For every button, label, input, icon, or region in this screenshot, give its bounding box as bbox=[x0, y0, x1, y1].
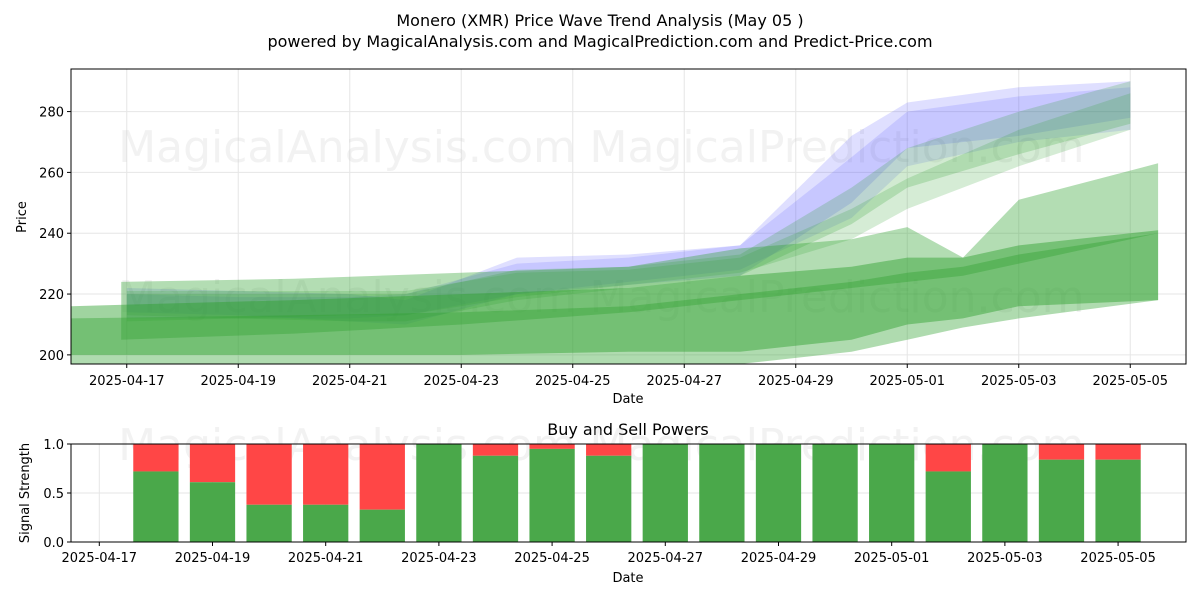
sell-power-bar bbox=[133, 444, 179, 472]
buy-power-bar bbox=[189, 482, 236, 542]
price-x-axis-label: Date bbox=[612, 392, 643, 407]
y-tick-label: 240 bbox=[39, 227, 64, 242]
signal-y-ticks: 0.0 0.5 1.0 bbox=[43, 438, 71, 551]
price-bands bbox=[71, 81, 1159, 364]
chart-title-line2: powered by MagicalAnalysis.com and Magic… bbox=[267, 32, 932, 51]
buy-power-bar bbox=[359, 509, 405, 542]
buy-power-bar bbox=[982, 444, 1028, 542]
x-tick-label: 2025-04-23 bbox=[401, 551, 477, 566]
buy-power-bar bbox=[246, 504, 292, 542]
x-tick-label: 2025-04-23 bbox=[423, 374, 499, 389]
y-tick-label: 260 bbox=[39, 166, 64, 181]
blue-wave-band bbox=[126, 81, 1131, 325]
x-tick-label: 2025-04-29 bbox=[758, 374, 834, 389]
x-tick-label: 2025-04-21 bbox=[312, 374, 388, 389]
buy-power-bar bbox=[133, 471, 179, 542]
buy-power-bar bbox=[755, 444, 802, 542]
price-plot-frame bbox=[70, 68, 1187, 365]
sell-power-bar bbox=[246, 444, 292, 505]
buy-power-bar bbox=[699, 444, 745, 542]
x-tick-label: 2025-04-21 bbox=[288, 551, 364, 566]
signal-bars bbox=[133, 444, 1141, 542]
x-tick-label: 2025-04-29 bbox=[741, 551, 817, 566]
sell-power-bar bbox=[472, 444, 519, 456]
x-tick-label: 2025-04-27 bbox=[628, 551, 704, 566]
price-y-ticks: 200 220 240 260 280 bbox=[39, 106, 71, 364]
signal-chart: Buy and Sell Powers MagicalAnalysis.com … bbox=[18, 420, 1187, 586]
buy-power-bar bbox=[925, 471, 971, 542]
buy-power-bar bbox=[586, 455, 632, 542]
x-tick-label: 2025-04-17 bbox=[89, 374, 165, 389]
watermark-analysis: MagicalAnalysis.com bbox=[118, 122, 576, 173]
buy-power-bar bbox=[303, 504, 349, 542]
price-grid bbox=[71, 69, 1186, 364]
price-x-ticks: 2025-04-17 2025-04-19 2025-04-21 2025-04-23… bbox=[89, 364, 1168, 389]
sell-power-bar bbox=[303, 444, 349, 505]
x-tick-label: 2025-05-05 bbox=[1092, 374, 1168, 389]
y-tick-label: 0.5 bbox=[43, 487, 64, 502]
chart-title-line1: Monero (XMR) Price Wave Trend Analysis (… bbox=[396, 11, 803, 30]
y-tick-label: 1.0 bbox=[43, 438, 64, 453]
x-tick-label: 2025-04-25 bbox=[535, 374, 611, 389]
green-wave-band bbox=[71, 230, 1159, 355]
price-y-axis-label: Price bbox=[15, 201, 30, 233]
sell-power-bar bbox=[925, 444, 971, 472]
buy-power-bar bbox=[416, 444, 462, 542]
y-tick-label: 0.0 bbox=[43, 536, 64, 551]
buy-power-bar bbox=[1095, 459, 1141, 542]
x-tick-label: 2025-04-17 bbox=[62, 551, 138, 566]
buy-power-bar bbox=[812, 444, 858, 542]
price-chart: MagicalAnalysis.com MagicalPrediction.co… bbox=[15, 68, 1187, 407]
x-tick-label: 2025-05-01 bbox=[869, 374, 945, 389]
blue-wave-band bbox=[126, 87, 1131, 319]
x-tick-label: 2025-05-05 bbox=[1080, 551, 1156, 566]
sell-power-bar bbox=[1038, 444, 1085, 460]
sell-power-bar bbox=[586, 444, 632, 456]
signal-x-ticks: 2025-04-17 2025-04-19 2025-04-21 2025-04-23… bbox=[62, 542, 1156, 566]
y-tick-label: 280 bbox=[39, 106, 64, 121]
buy-power-bar bbox=[1038, 459, 1085, 542]
buy-power-bar bbox=[472, 455, 519, 542]
buy-power-bar bbox=[869, 444, 915, 542]
watermark-analysis-2: MagicalAnalysis.com bbox=[118, 272, 576, 323]
green-wave-band bbox=[121, 163, 1159, 340]
y-tick-label: 220 bbox=[39, 288, 64, 303]
sell-power-bar bbox=[1095, 444, 1141, 460]
x-tick-label: 2025-04-19 bbox=[200, 374, 276, 389]
x-tick-label: 2025-04-27 bbox=[646, 374, 722, 389]
x-tick-label: 2025-05-03 bbox=[981, 374, 1057, 389]
green-wave-band bbox=[71, 233, 1159, 364]
buy-power-bar bbox=[642, 444, 688, 542]
sell-power-bar bbox=[529, 444, 575, 449]
y-tick-label: 200 bbox=[39, 349, 64, 364]
price-watermarks: MagicalAnalysis.com MagicalPrediction.co… bbox=[118, 122, 1084, 323]
x-tick-label: 2025-05-01 bbox=[854, 551, 930, 566]
signal-y-axis-label: Signal Strength bbox=[18, 443, 33, 543]
signal-x-axis-label: Date bbox=[612, 571, 643, 586]
x-tick-label: 2025-05-03 bbox=[967, 551, 1043, 566]
watermark-prediction-2: MagicalPrediction.com bbox=[590, 272, 1085, 323]
x-tick-label: 2025-04-25 bbox=[514, 551, 590, 566]
green-wave-band bbox=[126, 81, 1131, 322]
watermark-prediction: MagicalPrediction.com bbox=[590, 122, 1085, 173]
x-tick-label: 2025-04-19 bbox=[175, 551, 251, 566]
sell-power-bar bbox=[359, 444, 405, 510]
green-wave-band bbox=[126, 93, 1131, 319]
sell-power-bar bbox=[189, 444, 236, 483]
buy-power-bar bbox=[529, 448, 575, 542]
signal-chart-title: Buy and Sell Powers bbox=[547, 420, 709, 439]
